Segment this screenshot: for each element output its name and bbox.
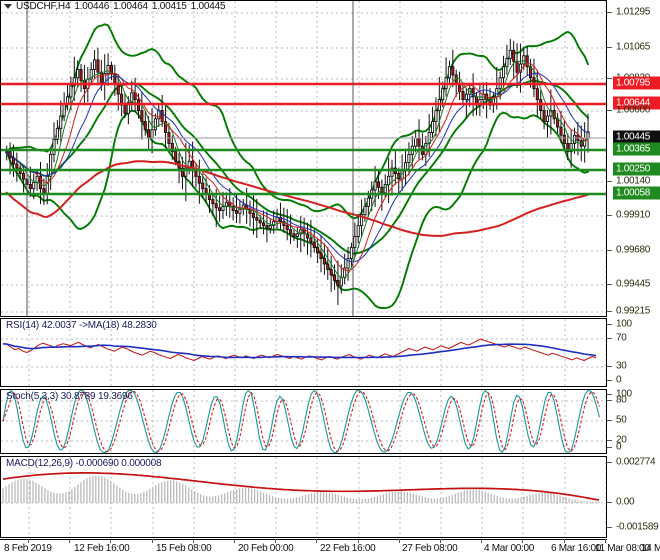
time-axis-label: 8 Feb 2019 (4, 543, 52, 554)
time-tick (605, 539, 606, 543)
stochastic-axis: 100 80 50 20 0 (607, 389, 660, 454)
price-axis-label: 1.01295 (616, 6, 651, 18)
quote-close: 1.00445 (190, 1, 226, 12)
axis-tick (607, 502, 612, 503)
quote-open: 1.00446 (74, 1, 110, 12)
time-tick (316, 539, 317, 543)
stochastic-axis-label: 100 (616, 389, 632, 400)
price-tick (607, 110, 612, 111)
rsi-axis: 100 70 30 0 (607, 318, 660, 387)
axis-tick (607, 366, 612, 367)
axis-tick (607, 420, 612, 421)
price-axis-label: 0.99445 (616, 278, 651, 290)
rsi-axis-label: 30 (616, 360, 627, 372)
axis-tick (607, 394, 612, 395)
time-axis-label: 12 Feb 16:00 (74, 543, 130, 554)
quote-low: 1.00415 (151, 1, 187, 12)
price-tick (607, 181, 612, 182)
axis-tick (607, 400, 612, 401)
time-axis: 8 Feb 2019 12 Feb 16:00 15 Feb 08:00 20 Feb… (0, 539, 660, 560)
time-tick (152, 539, 153, 543)
time-axis-label: 4 Mar 00:00 (484, 543, 535, 554)
current-price-badge[interactable]: 1.00445 (613, 130, 660, 144)
stochastic-label: Stoch(5,3,3) 30.8789 19.3696 (6, 391, 133, 402)
time-tick (193, 539, 194, 543)
support-price-badge[interactable]: 1.00250 (613, 162, 660, 176)
axis-tick (607, 380, 612, 381)
price-axis-label: 0.99215 (616, 305, 651, 317)
price-tick (607, 215, 612, 216)
time-axis-label: 22 Feb 16:00 (320, 543, 376, 554)
rsi-panel[interactable] (0, 318, 607, 387)
axis-tick (607, 527, 612, 528)
price-chart-panel[interactable] (0, 0, 607, 317)
macd-label: MACD(12,26,9) -0.000690 0.000008 (6, 458, 162, 469)
price-tick (607, 311, 612, 312)
time-tick (399, 539, 400, 543)
macd-axis-label: 0.00 (616, 496, 635, 508)
axis-tick (607, 324, 612, 325)
time-axis-label: 11 Mar 08:00 (595, 543, 650, 554)
price-tick (607, 78, 612, 79)
macd-panel[interactable] (0, 456, 607, 538)
resistance-price-badge[interactable]: 1.00795 (613, 76, 660, 90)
time-axis-label: 27 Feb 08:00 (402, 543, 458, 554)
price-axis-label: 0.99680 (616, 244, 651, 256)
time-tick (358, 539, 359, 543)
symbol-quote-bar[interactable]: USDCHF,H4 1.00446 1.00464 1.00415 1.0044… (0, 0, 600, 13)
time-tick (28, 539, 29, 543)
price-tick (607, 47, 612, 48)
time-tick (564, 539, 565, 543)
rsi-axis-label: 0 (616, 374, 622, 386)
axis-tick (607, 440, 612, 441)
price-tick (607, 250, 612, 251)
time-tick (234, 539, 235, 543)
axis-tick (607, 462, 612, 463)
support-price-badge[interactable]: 1.00058 (613, 186, 660, 200)
stochastic-panel[interactable] (0, 389, 607, 454)
price-axis-label: 0.99910 (616, 209, 651, 221)
price-tick (607, 12, 612, 13)
macd-axis-label: 0.002774 (616, 456, 656, 468)
axis-tick (607, 447, 612, 448)
resistance-price-badge[interactable]: 1.00644 (613, 96, 660, 110)
macd-axis-label: -0.001589 (616, 521, 659, 533)
stochastic-axis-label: 0 (616, 441, 622, 453)
time-tick (275, 539, 276, 543)
rsi-label: RSI(14) 42.0037 ->MA(18) 48.2830 (6, 320, 157, 331)
time-tick (481, 539, 482, 543)
time-tick (440, 539, 441, 543)
stochastic-axis-label: 50 (616, 414, 627, 426)
time-axis-label: 14 Mar 00:00 (641, 543, 660, 554)
time-axis-label: 20 Feb 00:00 (238, 543, 294, 554)
symbol-label: USDCHF,H4 (16, 1, 71, 12)
price-tick (607, 284, 612, 285)
time-tick (110, 539, 111, 543)
time-axis-rule (0, 539, 607, 540)
time-tick (522, 539, 523, 543)
macd-axis: 0.002774 0.00 -0.001589 (607, 456, 660, 538)
stochastic-axis-label: 20 (616, 434, 627, 446)
price-axis-label: 1.01065 (616, 41, 651, 53)
price-axis-label: 1.00140 (616, 175, 651, 187)
time-tick (69, 539, 70, 543)
time-axis-label: 15 Feb 08:00 (156, 543, 212, 554)
rsi-axis-label: 70 (616, 332, 627, 344)
stochastic-axis-label: 80 (616, 394, 627, 406)
rsi-axis-label: 100 (616, 318, 632, 330)
price-axis: 1.012951.010651.008301.007951.006441.006… (607, 0, 660, 317)
price-axis-label: 1.00600 (616, 104, 651, 116)
quote-high: 1.00464 (113, 1, 148, 12)
support-price-badge[interactable]: 1.00365 (613, 142, 660, 156)
chevron-down-icon[interactable] (4, 4, 12, 9)
axis-tick (607, 338, 612, 339)
time-axis-label: 6 Mar 16:00 (551, 543, 602, 554)
